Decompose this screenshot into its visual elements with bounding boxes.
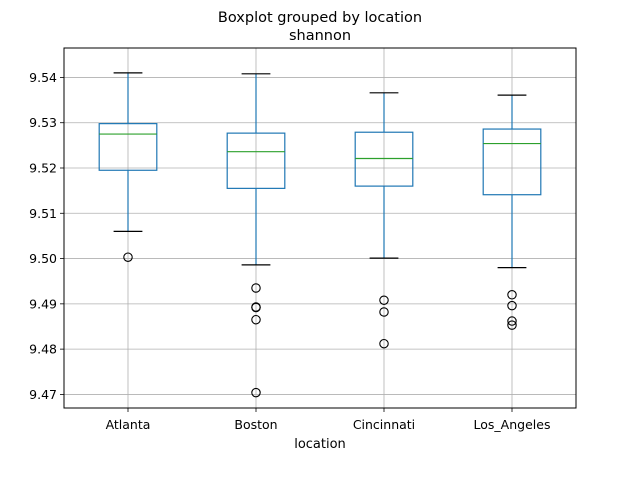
box-group-boston bbox=[226, 73, 286, 398]
box-layer bbox=[98, 72, 542, 398]
box-iqr bbox=[226, 132, 286, 189]
x-tick-label: Boston bbox=[234, 417, 277, 432]
box-iqr bbox=[98, 123, 158, 171]
y-tick-label: 9.47 bbox=[29, 387, 57, 402]
y-tick-label: 9.48 bbox=[29, 342, 57, 357]
outlier-point bbox=[251, 283, 261, 293]
chart-title: Boxplot grouped by location bbox=[218, 10, 422, 26]
y-tick-label: 9.52 bbox=[29, 161, 57, 176]
axes-frame bbox=[63, 47, 577, 409]
x-axis-label: location bbox=[294, 437, 346, 452]
outlier-point bbox=[251, 387, 261, 398]
y-tick-label: 9.54 bbox=[29, 70, 57, 85]
x-tick-label: Cincinnati bbox=[353, 417, 415, 432]
y-tick-label: 9.53 bbox=[29, 115, 57, 130]
outlier-point bbox=[507, 316, 517, 326]
outlier-point bbox=[507, 320, 517, 330]
x-tick-label: Atlanta bbox=[106, 417, 151, 432]
y-tick-label: 9.51 bbox=[29, 206, 57, 221]
outlier-point bbox=[379, 295, 389, 305]
chart-subtitle: shannon bbox=[289, 28, 351, 44]
y-tick-label: 9.49 bbox=[29, 296, 57, 311]
outlier-point bbox=[123, 252, 133, 262]
x-tick-label: Los_Angeles bbox=[474, 417, 551, 432]
box-iqr bbox=[482, 128, 542, 196]
outlier-point bbox=[251, 302, 261, 313]
outlier-point bbox=[507, 290, 517, 300]
box-group-cincinnati bbox=[354, 92, 414, 349]
outlier-point bbox=[379, 338, 389, 349]
outlier-point bbox=[507, 300, 517, 311]
tick-layer: 9.47 9.48 9.49 9.50 9.51 9.52 9.53 9.54 Atlanta B… bbox=[29, 70, 550, 432]
outlier-point bbox=[379, 307, 389, 317]
grid-layer bbox=[64, 48, 576, 408]
box-group-atlanta bbox=[98, 72, 158, 262]
box-iqr bbox=[354, 131, 414, 187]
box-group-los_angeles bbox=[482, 94, 542, 330]
outlier-point bbox=[251, 314, 261, 325]
y-tick-label: 9.50 bbox=[29, 251, 57, 266]
